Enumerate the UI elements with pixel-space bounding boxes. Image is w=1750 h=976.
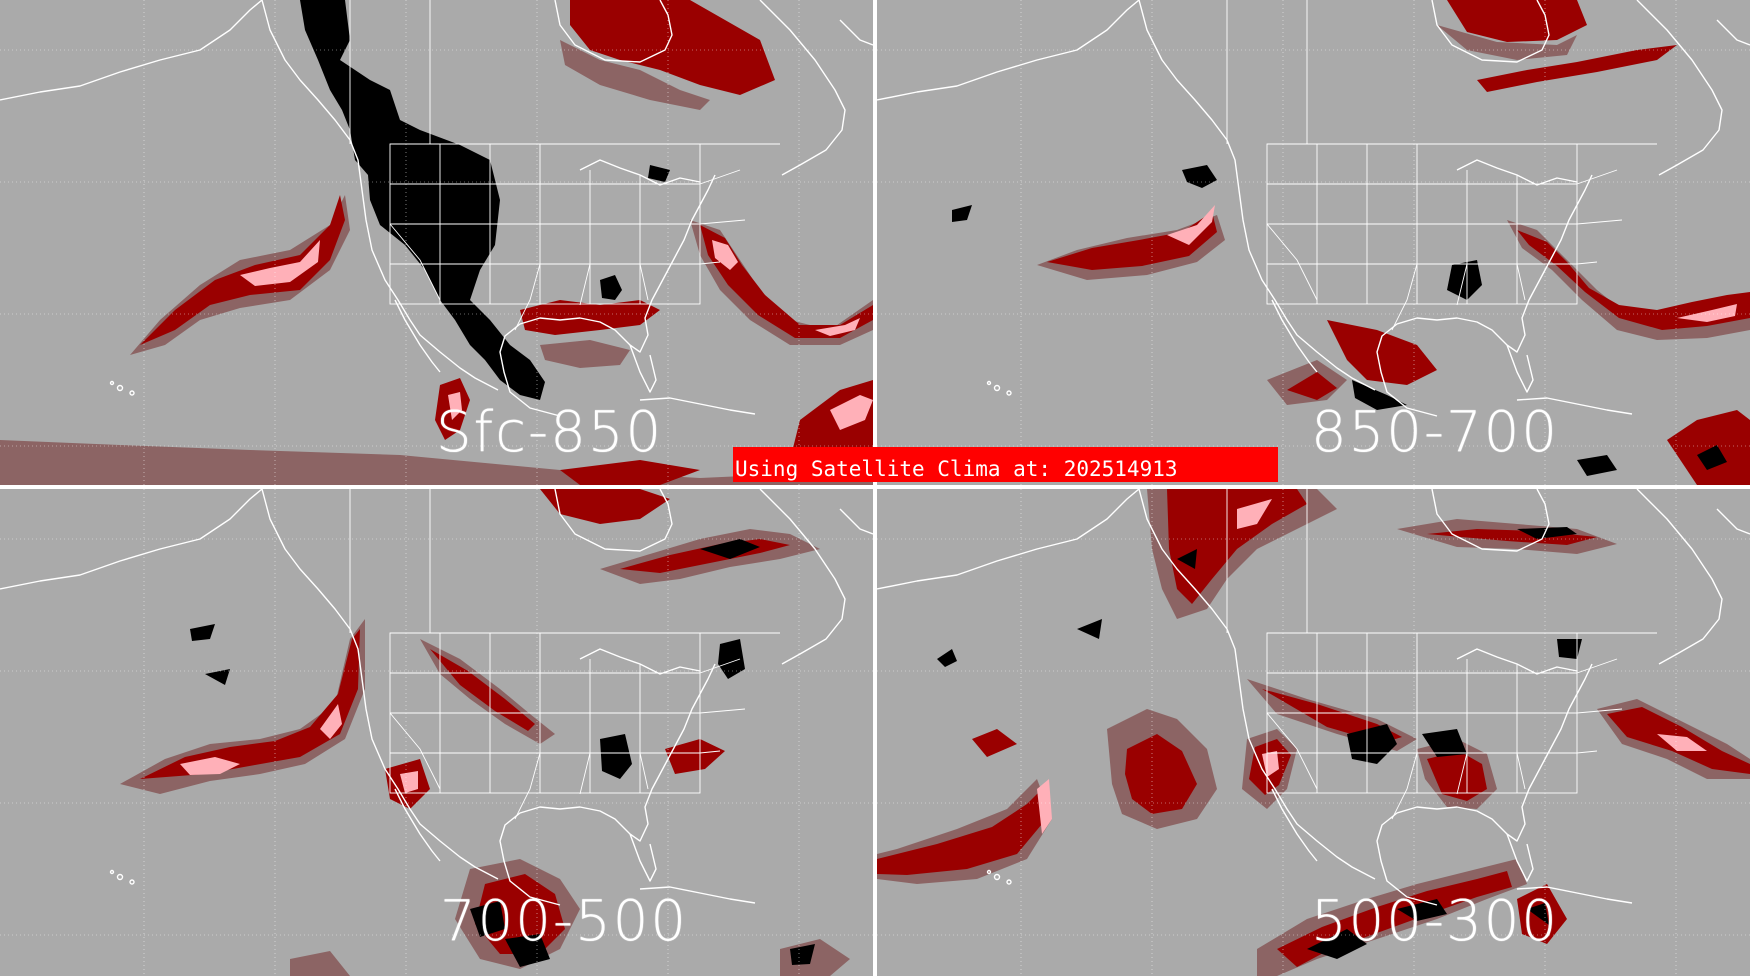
satellite-clima-banner: Using Satellite Clima at: 202514913 bbox=[733, 447, 1278, 482]
map-500-300 bbox=[877, 489, 1750, 976]
map-sfc-850 bbox=[0, 0, 873, 485]
panel-850-700: 850-700 bbox=[877, 0, 1750, 485]
panel-label: 500-300 bbox=[1311, 889, 1559, 954]
cloud-fields bbox=[0, 0, 873, 485]
panel-700-500: 700-500 bbox=[0, 489, 873, 976]
map-700-500 bbox=[0, 489, 873, 976]
panel-label: Sfc-850 bbox=[436, 400, 664, 465]
panel-label: 850-700 bbox=[1311, 400, 1559, 465]
panel-label: 700-500 bbox=[440, 889, 688, 954]
panel-sfc-850: Sfc-850 bbox=[0, 0, 873, 485]
cloud-fields bbox=[952, 0, 1750, 485]
cloud-fields bbox=[120, 489, 850, 976]
panel-500-300: 500-300 bbox=[877, 489, 1750, 976]
map-850-700 bbox=[877, 0, 1750, 485]
